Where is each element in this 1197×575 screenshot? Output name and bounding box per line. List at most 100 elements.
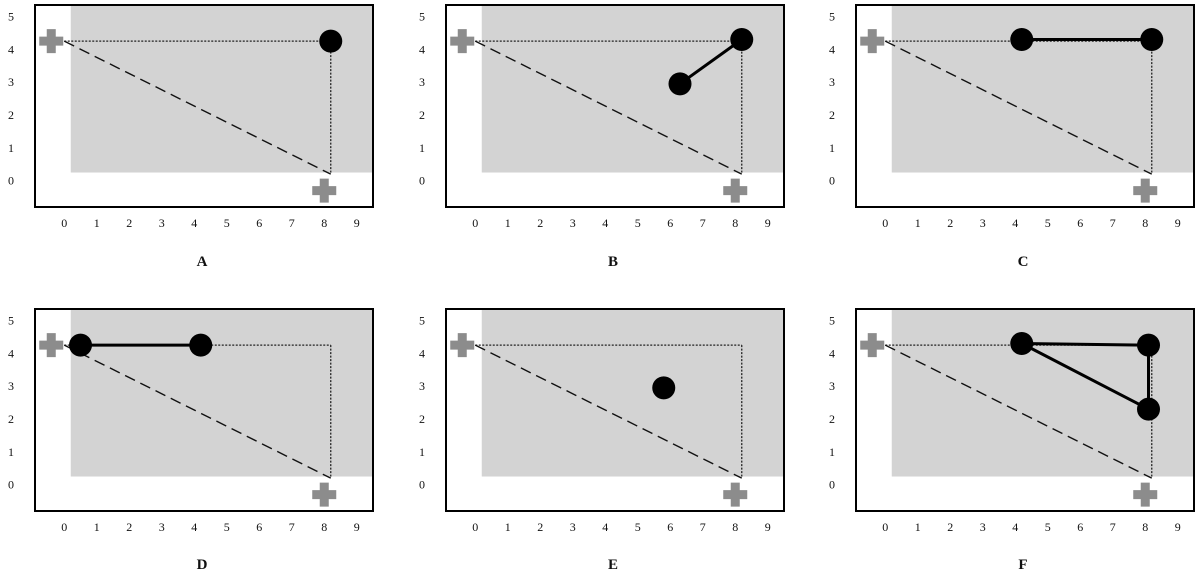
- y-tick-label: 5: [8, 313, 14, 327]
- agent-circle: [1137, 333, 1160, 357]
- path-segment: [679, 38, 743, 86]
- panel-f: 0 1 2 3 4 5 6 7 8 9 0 1 2 3 4 5 F: [829, 308, 1195, 573]
- y-tick-label: 5: [829, 313, 835, 327]
- x-tick-label: 2: [126, 216, 132, 230]
- y-tick-label: 4: [419, 346, 425, 360]
- x-tick-label: 1: [915, 216, 921, 230]
- y-tick-label: 4: [8, 42, 14, 56]
- panel-b: 0 1 2 3 4 5 6 7 8 9 0 1 2 3 4 5 B: [419, 4, 785, 270]
- x-tick-label: 2: [537, 520, 543, 534]
- panel-label: A: [197, 254, 208, 270]
- y-tick-label: 4: [419, 42, 425, 56]
- dashed-diagonal-line: [63, 40, 332, 175]
- start-plus-icon: [450, 29, 475, 54]
- x-tick-label: 5: [1045, 216, 1051, 230]
- y-tick-label: 2: [8, 108, 14, 122]
- y-tick-label: 2: [8, 412, 14, 426]
- y-tick-label: 5: [419, 9, 425, 23]
- x-tick-label: 1: [505, 216, 511, 230]
- x-tick-label: 1: [915, 520, 921, 534]
- end-plus-icon: [312, 482, 337, 507]
- y-tick-label: 0: [419, 478, 425, 492]
- panel-frame: [445, 308, 785, 512]
- x-tick-label: 8: [732, 520, 738, 534]
- panel-frame: [855, 308, 1195, 512]
- x-tick-label: 7: [289, 216, 295, 230]
- y-tick-label: 3: [8, 379, 14, 393]
- dashed-diagonal-line: [474, 40, 743, 175]
- x-tick-label: 4: [602, 216, 608, 230]
- agent-circle: [730, 27, 754, 51]
- x-tick-label: 6: [667, 520, 673, 534]
- panel-label: B: [608, 254, 618, 270]
- y-tick-label: 3: [829, 75, 835, 89]
- x-tick-label: 8: [321, 520, 327, 534]
- x-tick-label: 1: [94, 216, 100, 230]
- y-tick-label: 1: [419, 445, 425, 459]
- dashed-diagonal-line: [474, 344, 743, 479]
- x-tick-label: 0: [61, 216, 67, 230]
- x-tick-label: 0: [882, 216, 888, 230]
- agent-circle: [69, 333, 92, 357]
- x-tick-label: 1: [505, 520, 511, 534]
- panel-d: 0 1 2 3 4 5 6 7 8 9 0 1 2 3 4 5 D: [8, 308, 374, 573]
- x-tick-label: 4: [191, 216, 197, 230]
- x-tick-label: 7: [1110, 216, 1116, 230]
- end-plus-icon: [1133, 178, 1158, 203]
- y-tick-label: 3: [8, 75, 14, 89]
- x-tick-label: 8: [732, 216, 738, 230]
- x-tick-label: 9: [354, 520, 360, 534]
- end-plus-icon: [1133, 482, 1158, 507]
- x-tick-label: 4: [602, 520, 608, 534]
- y-tick-label: 0: [8, 478, 14, 492]
- x-tick-label: 3: [980, 216, 986, 230]
- end-plus-icon: [312, 178, 337, 203]
- start-plus-icon: [39, 333, 64, 358]
- start-plus-icon: [860, 333, 885, 358]
- panel-label: C: [1018, 254, 1029, 270]
- x-tick-label: 0: [472, 216, 478, 230]
- x-tick-label: 4: [1012, 216, 1018, 230]
- y-tick-label: 0: [829, 478, 835, 492]
- shaded-region: [70, 5, 373, 173]
- x-tick-label: 5: [1045, 520, 1051, 534]
- dashed-diagonal-line: [884, 344, 1153, 479]
- x-tick-label: 6: [1077, 520, 1083, 534]
- panel-frame: [34, 4, 374, 208]
- x-tick-label: 0: [882, 520, 888, 534]
- y-tick-label: 3: [829, 379, 835, 393]
- agent-circle: [668, 72, 692, 96]
- start-plus-icon: [860, 29, 885, 54]
- y-tick-label: 2: [419, 108, 425, 122]
- x-tick-label: 9: [765, 520, 771, 534]
- path-segment: [1021, 341, 1149, 347]
- x-tick-label: 9: [765, 216, 771, 230]
- x-tick-label: 7: [1110, 520, 1116, 534]
- x-tick-label: 9: [1175, 216, 1181, 230]
- y-tick-label: 5: [829, 9, 835, 23]
- dashed-diagonal-line: [884, 40, 1153, 175]
- x-tick-label: 2: [537, 216, 543, 230]
- panel-e: 0 1 2 3 4 5 6 7 8 9 0 1 2 3 4 5 E: [419, 308, 785, 573]
- y-tick-label: 4: [8, 346, 14, 360]
- x-tick-label: 3: [570, 216, 576, 230]
- x-tick-label: 8: [321, 216, 327, 230]
- y-tick-label: 1: [8, 445, 14, 459]
- x-tick-label: 9: [1175, 520, 1181, 534]
- x-tick-label: 7: [700, 216, 706, 230]
- x-tick-label: 5: [224, 216, 230, 230]
- path-segment: [1021, 342, 1150, 411]
- y-tick-label: 5: [419, 313, 425, 327]
- y-tick-label: 1: [829, 445, 835, 459]
- x-tick-label: 2: [126, 520, 132, 534]
- panel-label: F: [1018, 557, 1027, 573]
- agent-circle: [189, 333, 213, 357]
- y-tick-label: 2: [829, 412, 835, 426]
- x-tick-label: 8: [1142, 216, 1148, 230]
- x-tick-label: 5: [224, 520, 230, 534]
- x-tick-label: 9: [354, 216, 360, 230]
- x-tick-label: 4: [1012, 520, 1018, 534]
- x-tick-label: 3: [159, 520, 165, 534]
- x-tick-label: 3: [980, 520, 986, 534]
